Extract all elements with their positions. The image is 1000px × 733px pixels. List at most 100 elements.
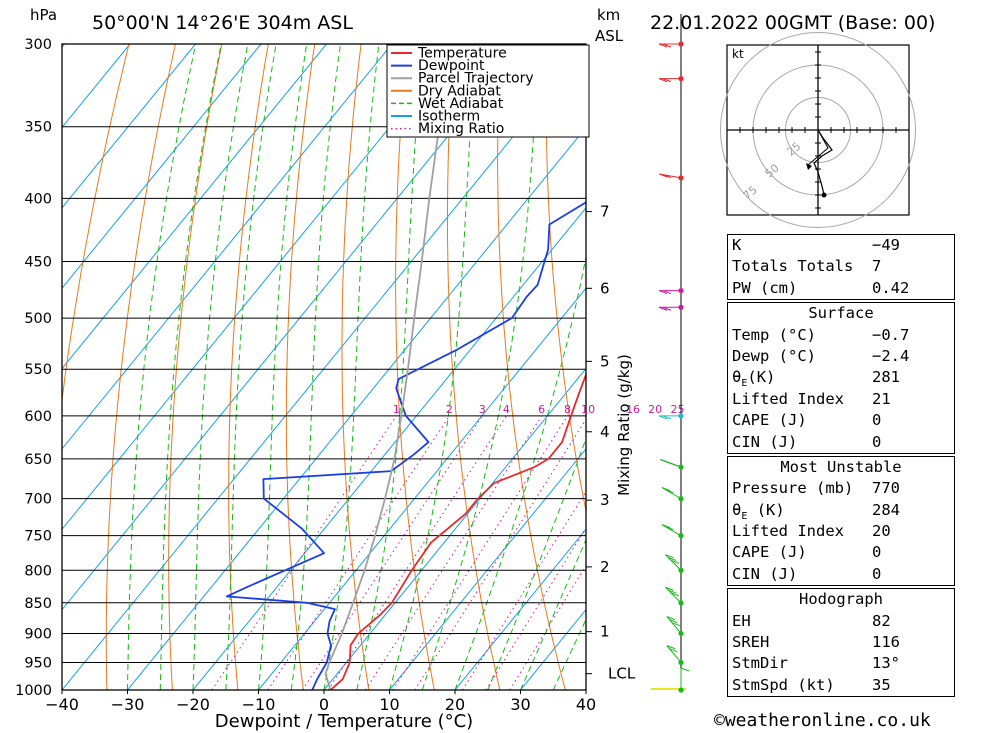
wind-barb-staff bbox=[661, 487, 682, 500]
wind-barb-feather bbox=[670, 592, 680, 597]
mixing-ratio-line bbox=[327, 415, 507, 690]
wet-adiabat-line bbox=[552, 618, 586, 690]
surface-cin-row: CIN (J) 0 bbox=[728, 432, 954, 453]
hodograph-ring bbox=[720, 32, 916, 228]
wind-barb-feather bbox=[658, 290, 668, 295]
surface-theta-value: 281 bbox=[872, 368, 900, 387]
isotherm-line bbox=[258, 287, 586, 690]
legend-item-label: Wet Adiabat bbox=[418, 96, 504, 112]
hodograph-stats-title: Hodograph bbox=[799, 590, 883, 609]
parcel-trajectory-line bbox=[324, 61, 451, 690]
eh-row: EH 82 bbox=[728, 611, 954, 632]
isotherm-line bbox=[454, 528, 586, 690]
indices-section: K −49 Totals Totals 7 PW (cm) 0.42 bbox=[727, 234, 955, 301]
pressure-tick-label: 600 bbox=[24, 409, 52, 425]
pressure-tick-label: 650 bbox=[24, 452, 52, 468]
km-tick-label: 5 bbox=[600, 352, 610, 370]
pressure-tick-label: 400 bbox=[24, 191, 52, 207]
pressure-tick-label: 800 bbox=[24, 563, 52, 579]
mixing-ratio-line bbox=[414, 418, 586, 690]
mixing-ratio-label: 20 bbox=[648, 403, 662, 416]
k-index-label: K bbox=[732, 236, 742, 254]
isotherm-line bbox=[62, 44, 393, 450]
stmspd-row: StmSpd (kt) 35 bbox=[728, 675, 954, 696]
totals-totals-row: Totals Totals 7 bbox=[728, 256, 954, 277]
isotherm-line bbox=[323, 367, 586, 690]
mu-theta-value: 284 bbox=[872, 500, 900, 519]
k-index-value: −49 bbox=[872, 236, 900, 254]
surface-li-label: Lifted Index bbox=[732, 389, 844, 408]
surface-title: Surface bbox=[808, 304, 874, 323]
credit-link[interactable]: ©weatheronline.co.uk bbox=[714, 710, 931, 731]
temperature-tick-label: 30 bbox=[510, 695, 530, 714]
mu-li-value: 20 bbox=[872, 522, 891, 541]
pressure-tick-label: 700 bbox=[24, 492, 52, 508]
pressure-tick-label: 500 bbox=[24, 311, 52, 327]
temperature-tick-label: −30 bbox=[111, 695, 145, 714]
legend-item-label: Parcel Trajectory bbox=[418, 71, 534, 87]
wind-barb-feather bbox=[665, 489, 674, 494]
mixing-ratio-axis-title: Mixing Ratio (g/kg) bbox=[615, 354, 633, 496]
legend-item-label: Dewpoint bbox=[418, 58, 485, 74]
profile-series bbox=[225, 61, 586, 690]
surface-dewp-label: Dewp (°C) bbox=[732, 346, 816, 365]
mixing-ratio-lines bbox=[211, 415, 586, 690]
isotherm-line bbox=[62, 44, 131, 129]
mixing-ratio-label: 16 bbox=[626, 403, 640, 416]
mu-theta-label: θE (K) bbox=[732, 500, 785, 522]
wind-barb-feather bbox=[662, 415, 672, 420]
km-axis-labels: 7 6 5 4 3 2 1 LCL bbox=[586, 203, 636, 683]
legend-item-label: Isotherm bbox=[418, 109, 480, 125]
hodograph-endpoint bbox=[821, 192, 827, 198]
asl-unit-label: ASL bbox=[595, 27, 624, 45]
mixing-ratio-line bbox=[509, 564, 586, 690]
isotherm-line bbox=[62, 46, 586, 690]
wet-adiabat-line bbox=[290, 44, 341, 690]
wind-barb-feather bbox=[658, 43, 668, 48]
isotherm-line bbox=[62, 44, 262, 289]
mu-li-row: Lifted Index 20 bbox=[728, 521, 954, 542]
totals-totals-label: Totals Totals bbox=[732, 257, 854, 276]
pressure-tick-label: 300 bbox=[24, 37, 52, 53]
mu-pressure-label: Pressure (mb) bbox=[732, 479, 854, 498]
sreh-label: SREH bbox=[732, 633, 770, 652]
mu-li-label: Lifted Index bbox=[732, 522, 844, 541]
surface-dewp-value: −2.4 bbox=[872, 346, 910, 365]
stmdir-value: 13° bbox=[872, 654, 900, 673]
datetime-title: 22.01.2022 00GMT (Base: 00) bbox=[650, 12, 935, 34]
k-index-row: K −49 bbox=[728, 235, 954, 256]
pressure-gridlines bbox=[62, 44, 586, 690]
pressure-tick-label: 350 bbox=[24, 120, 52, 136]
hodograph-arrowhead bbox=[806, 163, 812, 170]
km-unit-label: km bbox=[597, 6, 620, 24]
wind-barb-staff bbox=[666, 616, 682, 634]
mixing-ratio-label: 1 bbox=[393, 403, 400, 416]
wind-barb-staff bbox=[665, 554, 682, 571]
wind-barb-feather bbox=[659, 173, 668, 178]
surface-theta-label: θE(K) bbox=[732, 368, 776, 390]
wind-barb-feather bbox=[666, 616, 676, 621]
surface-cin-value: 0 bbox=[872, 432, 882, 451]
wind-barb-feather bbox=[671, 622, 681, 627]
stmdir-label: StmDir bbox=[732, 654, 788, 673]
km-tick-label: 3 bbox=[600, 491, 610, 509]
pressure-tick-label: 750 bbox=[24, 529, 52, 545]
wind-barb-feather bbox=[662, 290, 672, 295]
sreh-row: SREH 116 bbox=[728, 632, 954, 653]
sreh-value: 116 bbox=[872, 633, 900, 652]
temperature-tick-label: 10 bbox=[379, 695, 399, 714]
mixing-ratio-label: 3 bbox=[479, 403, 486, 416]
mixing-ratio-label: 10 bbox=[581, 403, 595, 416]
wind-barb-feather bbox=[670, 559, 680, 564]
wind-barb-feather bbox=[665, 526, 674, 531]
temperature-tick-label: −10 bbox=[242, 695, 276, 714]
dry-adiabat-line bbox=[965, 44, 1000, 690]
wind-barb-feather bbox=[680, 667, 690, 672]
surface-cape-value: 0 bbox=[872, 411, 882, 430]
eh-label: EH bbox=[732, 611, 751, 630]
wind-barb-feather bbox=[665, 586, 674, 591]
surface-temp-row: Temp (°C) −0.7 bbox=[728, 325, 954, 346]
wind-barb-feather bbox=[658, 78, 668, 83]
mixing-ratio-labels: 1 2 3 4 6 8 10 16 20 25 bbox=[393, 403, 685, 416]
